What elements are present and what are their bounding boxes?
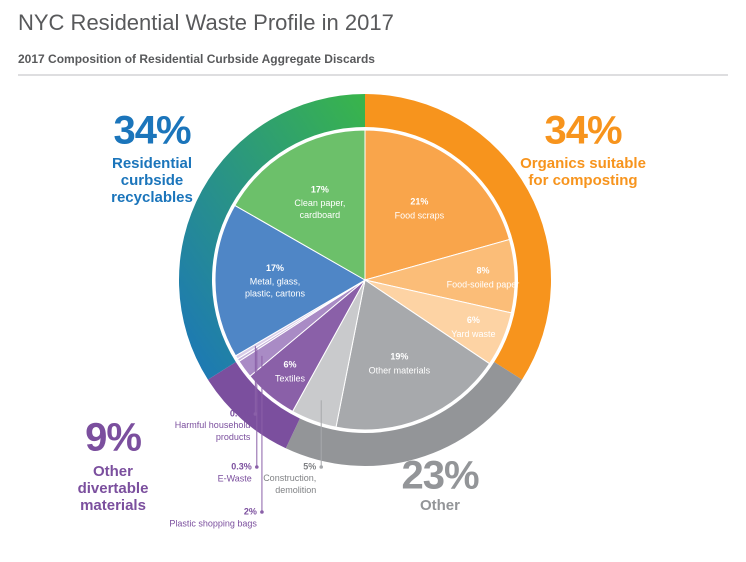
slice-label: Plastic shopping bags (169, 518, 257, 528)
slice-value-label: 17% (266, 263, 284, 273)
group-name: Other divertable materials (78, 463, 149, 514)
group-value-label: 9% (85, 416, 141, 460)
slice-label: Metal, glass, plastic, cartons (245, 277, 306, 299)
group-value-label: 34% (544, 109, 621, 153)
group-ring (207, 361, 300, 449)
chart-title: NYC Residential Waste Profile in 2017 (18, 10, 394, 35)
callout-dot (260, 510, 264, 514)
callout-dot (255, 465, 259, 469)
slice (364, 129, 511, 281)
slice-value-label: 2% (244, 506, 257, 516)
slice-value-label: 0.3% (231, 461, 252, 471)
slice-label: Textiles (275, 373, 306, 383)
group-name: Other (420, 497, 460, 514)
slice-value-label: 0.4% (230, 408, 251, 418)
group-ring (285, 361, 523, 466)
slice (214, 204, 366, 357)
group-ring (178, 94, 365, 380)
group-name: Residential curbside recyclables (111, 155, 193, 206)
group-name: Organics suitable for composting (520, 155, 646, 189)
slice-label: Harmful household products (175, 420, 251, 442)
slice-value-label: 8% (476, 265, 489, 275)
slice (335, 279, 491, 431)
slice-label: Food scraps (395, 211, 445, 221)
slice-value-label: 21% (410, 197, 428, 207)
slice-label: E-Waste (218, 473, 252, 483)
slice-label: Construction, demolition (263, 473, 316, 495)
group-value-label: 23% (401, 454, 478, 498)
slice-label: Food-soiled paper (447, 279, 520, 289)
slice (234, 129, 366, 281)
slice-value-label: 19% (390, 352, 408, 362)
callout-dot (253, 412, 258, 416)
slice-label: Clean paper, cardboard (294, 199, 345, 221)
slice-value-label: 5% (303, 461, 316, 471)
slice-value-label: 17% (311, 185, 329, 195)
group-ring (365, 94, 551, 380)
slice-label: Yard waste (451, 329, 495, 339)
group-value-label: 34% (113, 109, 190, 153)
slice-label: Other materials (369, 366, 431, 376)
slice-value-label: 6% (283, 359, 296, 369)
callout-dot (319, 465, 324, 469)
chart-subtitle: 2017 Composition of Residential Curbside… (18, 52, 375, 66)
slice-value-label: 6% (467, 315, 480, 325)
